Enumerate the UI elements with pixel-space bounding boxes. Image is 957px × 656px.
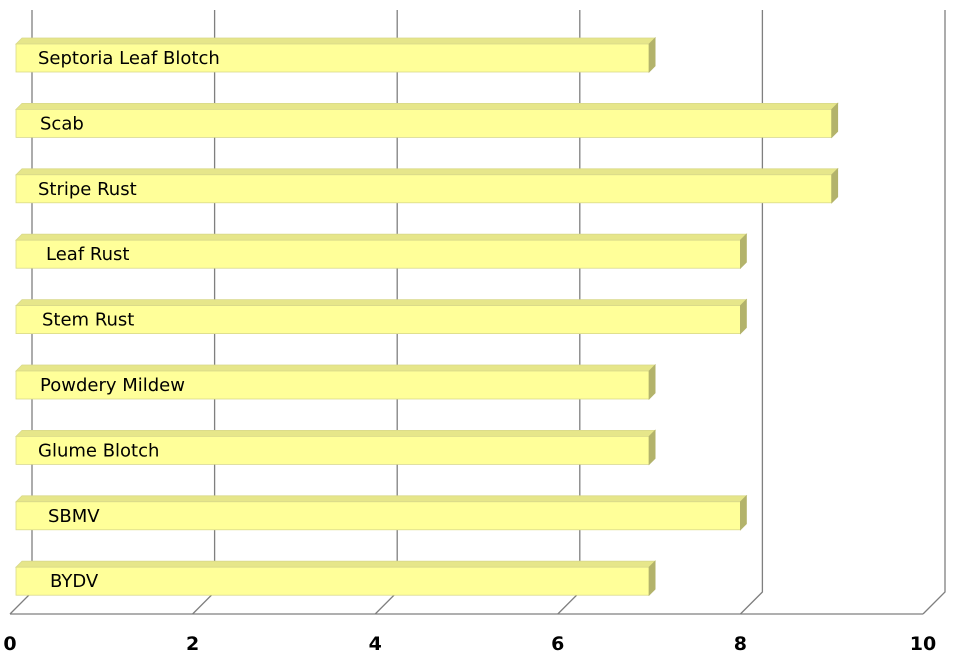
gridline-10 <box>923 10 945 614</box>
bar-label: Septoria Leaf Blotch <box>38 48 220 69</box>
bars <box>16 38 838 595</box>
bar-top-face <box>16 430 655 436</box>
x-axis-ticks: 0 2 4 6 8 10 <box>3 633 936 655</box>
bar-front-face <box>16 502 740 530</box>
bar-side-face <box>649 430 655 464</box>
bar-label: Leaf Rust <box>46 244 129 265</box>
bar-side-face <box>740 300 746 334</box>
bar-label: Stem Rust <box>42 310 134 331</box>
bar-side-face <box>832 103 838 137</box>
bar-side-face <box>740 234 746 268</box>
bar-front-face <box>16 175 832 203</box>
bar-label: BYDV <box>50 571 99 592</box>
bar-top-face <box>16 103 838 109</box>
bar-label: Scab <box>40 113 84 134</box>
bar-front-face <box>16 567 649 595</box>
bar-label: Glume Blotch <box>38 440 159 461</box>
bar-side-face <box>649 561 655 595</box>
bar-scab <box>16 103 838 137</box>
x-tick-label: 4 <box>369 633 382 655</box>
bar-top-face <box>16 169 838 175</box>
x-tick-label: 0 <box>3 633 16 655</box>
bar-top-face <box>16 300 746 306</box>
bar-label: SBMV <box>48 506 100 527</box>
bar-side-face <box>649 38 655 72</box>
bar-stripe-rust <box>16 169 838 203</box>
bar-side-face <box>740 496 746 530</box>
bar-side-face <box>832 169 838 203</box>
x-tick-label: 2 <box>186 633 199 655</box>
x-tick-label: 8 <box>734 633 747 655</box>
bar-top-face <box>16 38 655 44</box>
bar-top-face <box>16 234 746 240</box>
bar-top-face <box>16 365 655 371</box>
bar-top-face <box>16 496 746 502</box>
x-tick-label: 6 <box>551 633 564 655</box>
bar-side-face <box>649 365 655 399</box>
bar-sbmv <box>16 496 746 530</box>
bar-front-face <box>16 109 832 137</box>
bar-top-face <box>16 561 655 567</box>
bar-bydv <box>16 561 655 595</box>
bar-label: Powdery Mildew <box>40 375 185 396</box>
bar-label: Stripe Rust <box>38 179 137 200</box>
x-tick-label: 10 <box>910 633 936 655</box>
